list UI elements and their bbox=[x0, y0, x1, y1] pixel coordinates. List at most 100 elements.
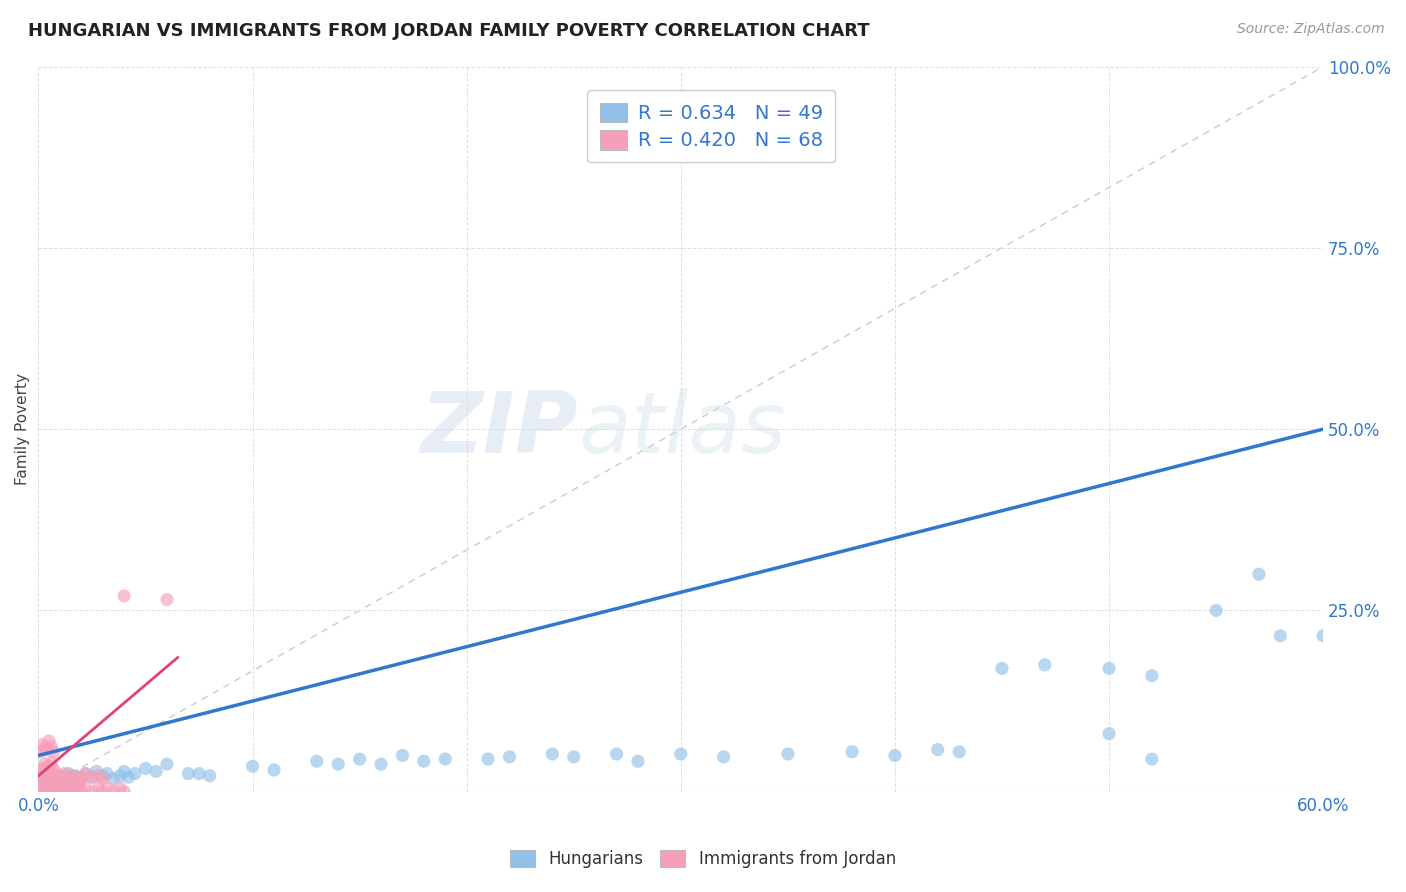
Point bbox=[38, 759, 60, 773]
Point bbox=[66, 770, 89, 784]
Point bbox=[55, 772, 77, 786]
Point bbox=[34, 780, 56, 795]
Point bbox=[38, 772, 60, 786]
Point bbox=[39, 769, 62, 783]
Point bbox=[1312, 629, 1334, 643]
Point bbox=[51, 780, 73, 795]
Point bbox=[39, 785, 62, 799]
Point bbox=[35, 785, 58, 799]
Point bbox=[112, 589, 135, 603]
Point bbox=[991, 661, 1014, 675]
Point bbox=[135, 762, 157, 776]
Point bbox=[51, 770, 73, 784]
Point bbox=[84, 764, 107, 779]
Point bbox=[156, 757, 179, 772]
Point bbox=[80, 785, 103, 799]
Point bbox=[713, 750, 735, 764]
Point bbox=[156, 592, 179, 607]
Point bbox=[841, 745, 863, 759]
Point bbox=[45, 785, 67, 799]
Point bbox=[70, 772, 93, 786]
Point bbox=[1140, 668, 1163, 682]
Point bbox=[34, 757, 56, 772]
Point bbox=[46, 769, 69, 783]
Point bbox=[75, 780, 97, 795]
Point bbox=[103, 772, 125, 786]
Point bbox=[1355, 673, 1378, 687]
Point bbox=[59, 772, 82, 786]
Point bbox=[108, 769, 131, 783]
Point bbox=[63, 769, 86, 783]
Point bbox=[66, 785, 89, 799]
Point bbox=[477, 752, 499, 766]
Point bbox=[108, 780, 131, 795]
Point bbox=[96, 780, 118, 795]
Point bbox=[34, 741, 56, 756]
Point bbox=[59, 780, 82, 795]
Point bbox=[96, 766, 118, 780]
Point bbox=[31, 738, 53, 752]
Point bbox=[58, 776, 80, 790]
Point bbox=[55, 780, 77, 795]
Point bbox=[62, 785, 84, 799]
Point bbox=[91, 769, 114, 783]
Point bbox=[75, 766, 97, 780]
Point bbox=[30, 745, 52, 759]
Point bbox=[328, 757, 350, 772]
Point bbox=[541, 747, 564, 761]
Point bbox=[46, 780, 69, 795]
Point bbox=[124, 766, 146, 780]
Point bbox=[39, 739, 62, 754]
Point bbox=[49, 769, 72, 783]
Point bbox=[370, 757, 392, 772]
Text: HUNGARIAN VS IMMIGRANTS FROM JORDAN FAMILY POVERTY CORRELATION CHART: HUNGARIAN VS IMMIGRANTS FROM JORDAN FAMI… bbox=[28, 22, 870, 40]
Point bbox=[103, 785, 125, 799]
Text: Source: ZipAtlas.com: Source: ZipAtlas.com bbox=[1237, 22, 1385, 37]
Point bbox=[30, 772, 52, 786]
Point bbox=[35, 742, 58, 756]
Point bbox=[35, 776, 58, 790]
Point bbox=[80, 770, 103, 784]
Point bbox=[38, 766, 60, 780]
Point bbox=[112, 785, 135, 799]
Point bbox=[31, 773, 53, 788]
Point bbox=[498, 750, 520, 764]
Point bbox=[242, 759, 264, 773]
Point bbox=[55, 776, 77, 790]
Point bbox=[1140, 752, 1163, 766]
Y-axis label: Family Poverty: Family Poverty bbox=[15, 373, 30, 485]
Point bbox=[42, 770, 65, 784]
Point bbox=[188, 766, 211, 780]
Legend: R = 0.634   N = 49, R = 0.420   N = 68: R = 0.634 N = 49, R = 0.420 N = 68 bbox=[588, 90, 835, 162]
Point bbox=[63, 776, 86, 790]
Point bbox=[391, 748, 413, 763]
Point bbox=[91, 772, 114, 786]
Point bbox=[38, 734, 60, 748]
Point bbox=[66, 770, 89, 784]
Point bbox=[39, 773, 62, 788]
Point bbox=[883, 748, 905, 763]
Point bbox=[31, 769, 53, 783]
Point bbox=[434, 752, 457, 766]
Point bbox=[38, 780, 60, 795]
Point bbox=[42, 773, 65, 788]
Point bbox=[62, 772, 84, 786]
Point bbox=[35, 763, 58, 777]
Point bbox=[59, 769, 82, 783]
Point bbox=[51, 773, 73, 788]
Point bbox=[42, 745, 65, 759]
Point bbox=[145, 764, 167, 779]
Point bbox=[46, 772, 69, 786]
Point bbox=[34, 776, 56, 790]
Point bbox=[948, 745, 970, 759]
Point bbox=[412, 754, 434, 768]
Text: ZIP: ZIP bbox=[420, 388, 578, 471]
Point bbox=[75, 766, 97, 780]
Point bbox=[30, 777, 52, 791]
Point bbox=[58, 785, 80, 799]
Point bbox=[42, 762, 65, 776]
Point bbox=[87, 769, 110, 783]
Point bbox=[30, 785, 52, 799]
Point bbox=[305, 754, 328, 768]
Point bbox=[45, 777, 67, 791]
